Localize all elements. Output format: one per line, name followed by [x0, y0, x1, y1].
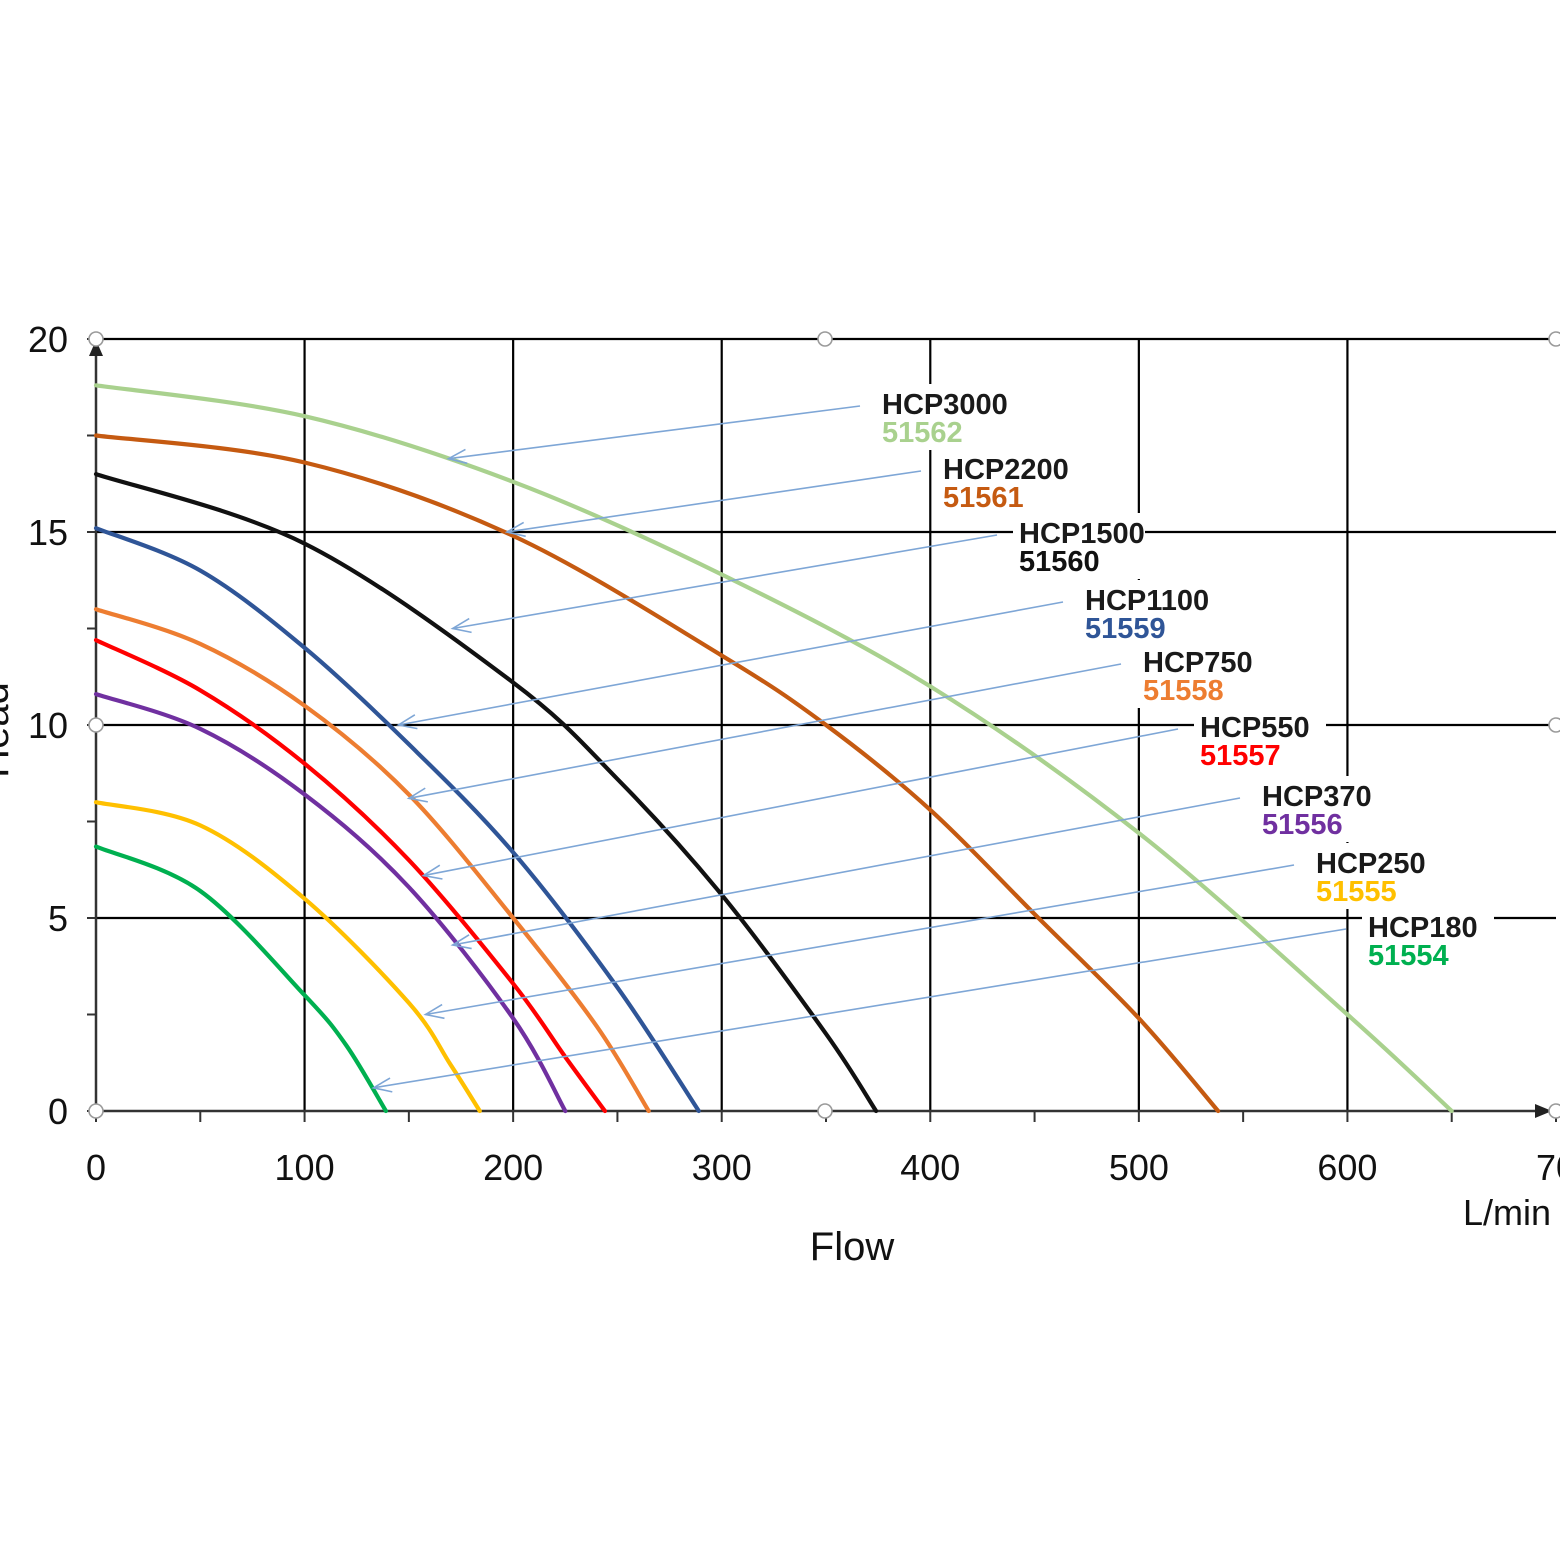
callout-leader-hcp2200	[506, 470, 922, 533]
x-tick-label: 400	[900, 1147, 960, 1188]
x-tick-label: 500	[1109, 1147, 1169, 1188]
callout-label-background	[1013, 513, 1145, 579]
series-line-hcp250	[93, 800, 482, 1114]
callout-code-hcp180: 51554	[1368, 940, 1449, 972]
callout-leader-hcp550	[423, 728, 1179, 877]
callout-leader-hcp370	[452, 797, 1241, 946]
y-tick-label: 5	[48, 898, 68, 939]
callout-label-background	[1194, 707, 1326, 773]
callout-leader-hcp180	[373, 928, 1347, 1089]
x-tick-label: 600	[1317, 1147, 1377, 1188]
callout-arrowhead-hcp180	[371, 1077, 393, 1093]
callout-label-background	[1310, 843, 1442, 909]
series-line-hcp550	[93, 637, 608, 1114]
callout-leader-hcp750	[408, 663, 1122, 800]
selection-handle	[88, 1103, 104, 1119]
callout-arrowhead-hcp1500	[450, 617, 472, 634]
y-tick-labels: 0 5 10 15 20	[28, 319, 68, 1132]
callout-label-background	[1256, 776, 1388, 842]
selection-handles	[88, 331, 1560, 1119]
selection-handle	[817, 331, 833, 347]
callout-label-background	[1079, 580, 1211, 646]
selection-handle	[1548, 1103, 1560, 1119]
callout-arrowhead-hcp750	[406, 787, 428, 803]
callout-leader-hcp1100	[398, 601, 1064, 726]
y-axis-arrowhead	[89, 340, 103, 356]
x-tick-label: 70	[1536, 1147, 1560, 1188]
x-tick-label: 200	[483, 1147, 543, 1188]
callout-code-hcp750: 51558	[1143, 675, 1224, 707]
series-line-hcp2200	[93, 433, 1221, 1114]
callout-code-hcp550: 51557	[1200, 740, 1281, 772]
callout-arrowhead-hcp3000	[446, 448, 468, 465]
callout-name-hcp1500: HCP1500	[1019, 518, 1145, 550]
callout-label-background	[876, 384, 1008, 450]
series-line-hcp750	[93, 607, 651, 1114]
callout-label-background	[1137, 642, 1269, 708]
series-line-hcp180	[93, 844, 389, 1114]
callout-code-hcp1500: 51560	[1019, 546, 1100, 578]
y-tick-label: 20	[28, 319, 68, 360]
callout-arrowhead-hcp1100	[396, 714, 418, 730]
x-tick-label: 300	[692, 1147, 752, 1188]
selection-handle	[1548, 331, 1560, 347]
series-curves	[93, 383, 1454, 1114]
series-line-hcp370	[93, 692, 568, 1114]
callout-arrowhead-hcp2200	[504, 521, 526, 538]
x-tick-label: 100	[275, 1147, 335, 1188]
callout-label-background	[937, 449, 1069, 515]
x-axis-arrowhead	[1535, 1104, 1552, 1118]
callout-code-hcp250: 51555	[1316, 876, 1397, 908]
grid-lines	[96, 337, 1556, 1111]
x-unit-label: L/min	[1463, 1192, 1551, 1233]
x-tick-label: 0	[86, 1147, 106, 1188]
callout-name-hcp370: HCP370	[1262, 781, 1372, 813]
series-line-hcp1100	[93, 526, 701, 1114]
y-tick-label: 0	[48, 1091, 68, 1132]
selection-handle	[88, 331, 104, 347]
selection-handle	[817, 1103, 833, 1119]
series-line-hcp3000	[93, 383, 1454, 1114]
callout-code-hcp2200: 51561	[943, 482, 1024, 514]
series-line-hcp1500	[93, 472, 879, 1114]
callout-arrowhead-hcp550	[421, 864, 443, 880]
callout-arrowhead-hcp370	[450, 934, 472, 950]
callout-arrowhead-hcp250	[423, 1003, 445, 1020]
selection-handle	[1548, 717, 1560, 733]
callout-name-hcp2200: HCP2200	[943, 454, 1069, 486]
callout-leader-hcp1500	[452, 534, 998, 630]
selection-handle	[88, 717, 104, 733]
callout-code-hcp3000: 51562	[882, 417, 963, 449]
callout-label-background	[1362, 907, 1494, 973]
callout-name-hcp250: HCP250	[1316, 848, 1426, 880]
callout-name-hcp3000: HCP3000	[882, 389, 1008, 421]
callout-name-hcp550: HCP550	[1200, 712, 1310, 744]
callout-code-hcp1100: 51559	[1085, 613, 1166, 645]
callout-name-hcp1100: HCP1100	[1085, 585, 1209, 617]
callout-leader-hcp3000	[448, 405, 861, 460]
x-axis-title: Flow	[810, 1225, 895, 1269]
callout-name-hcp750: HCP750	[1143, 647, 1253, 679]
x-tick-labels: 0 100 200 300 400 500 600 70	[86, 1147, 1560, 1188]
y-tick-label: 15	[28, 512, 68, 553]
callout-code-hcp370: 51556	[1262, 809, 1343, 841]
y-tick-label: 10	[28, 705, 68, 746]
callout-leader-hcp250	[425, 864, 1295, 1016]
callout-name-hcp180: HCP180	[1368, 912, 1478, 944]
y-axis-title: Head	[0, 682, 17, 778]
